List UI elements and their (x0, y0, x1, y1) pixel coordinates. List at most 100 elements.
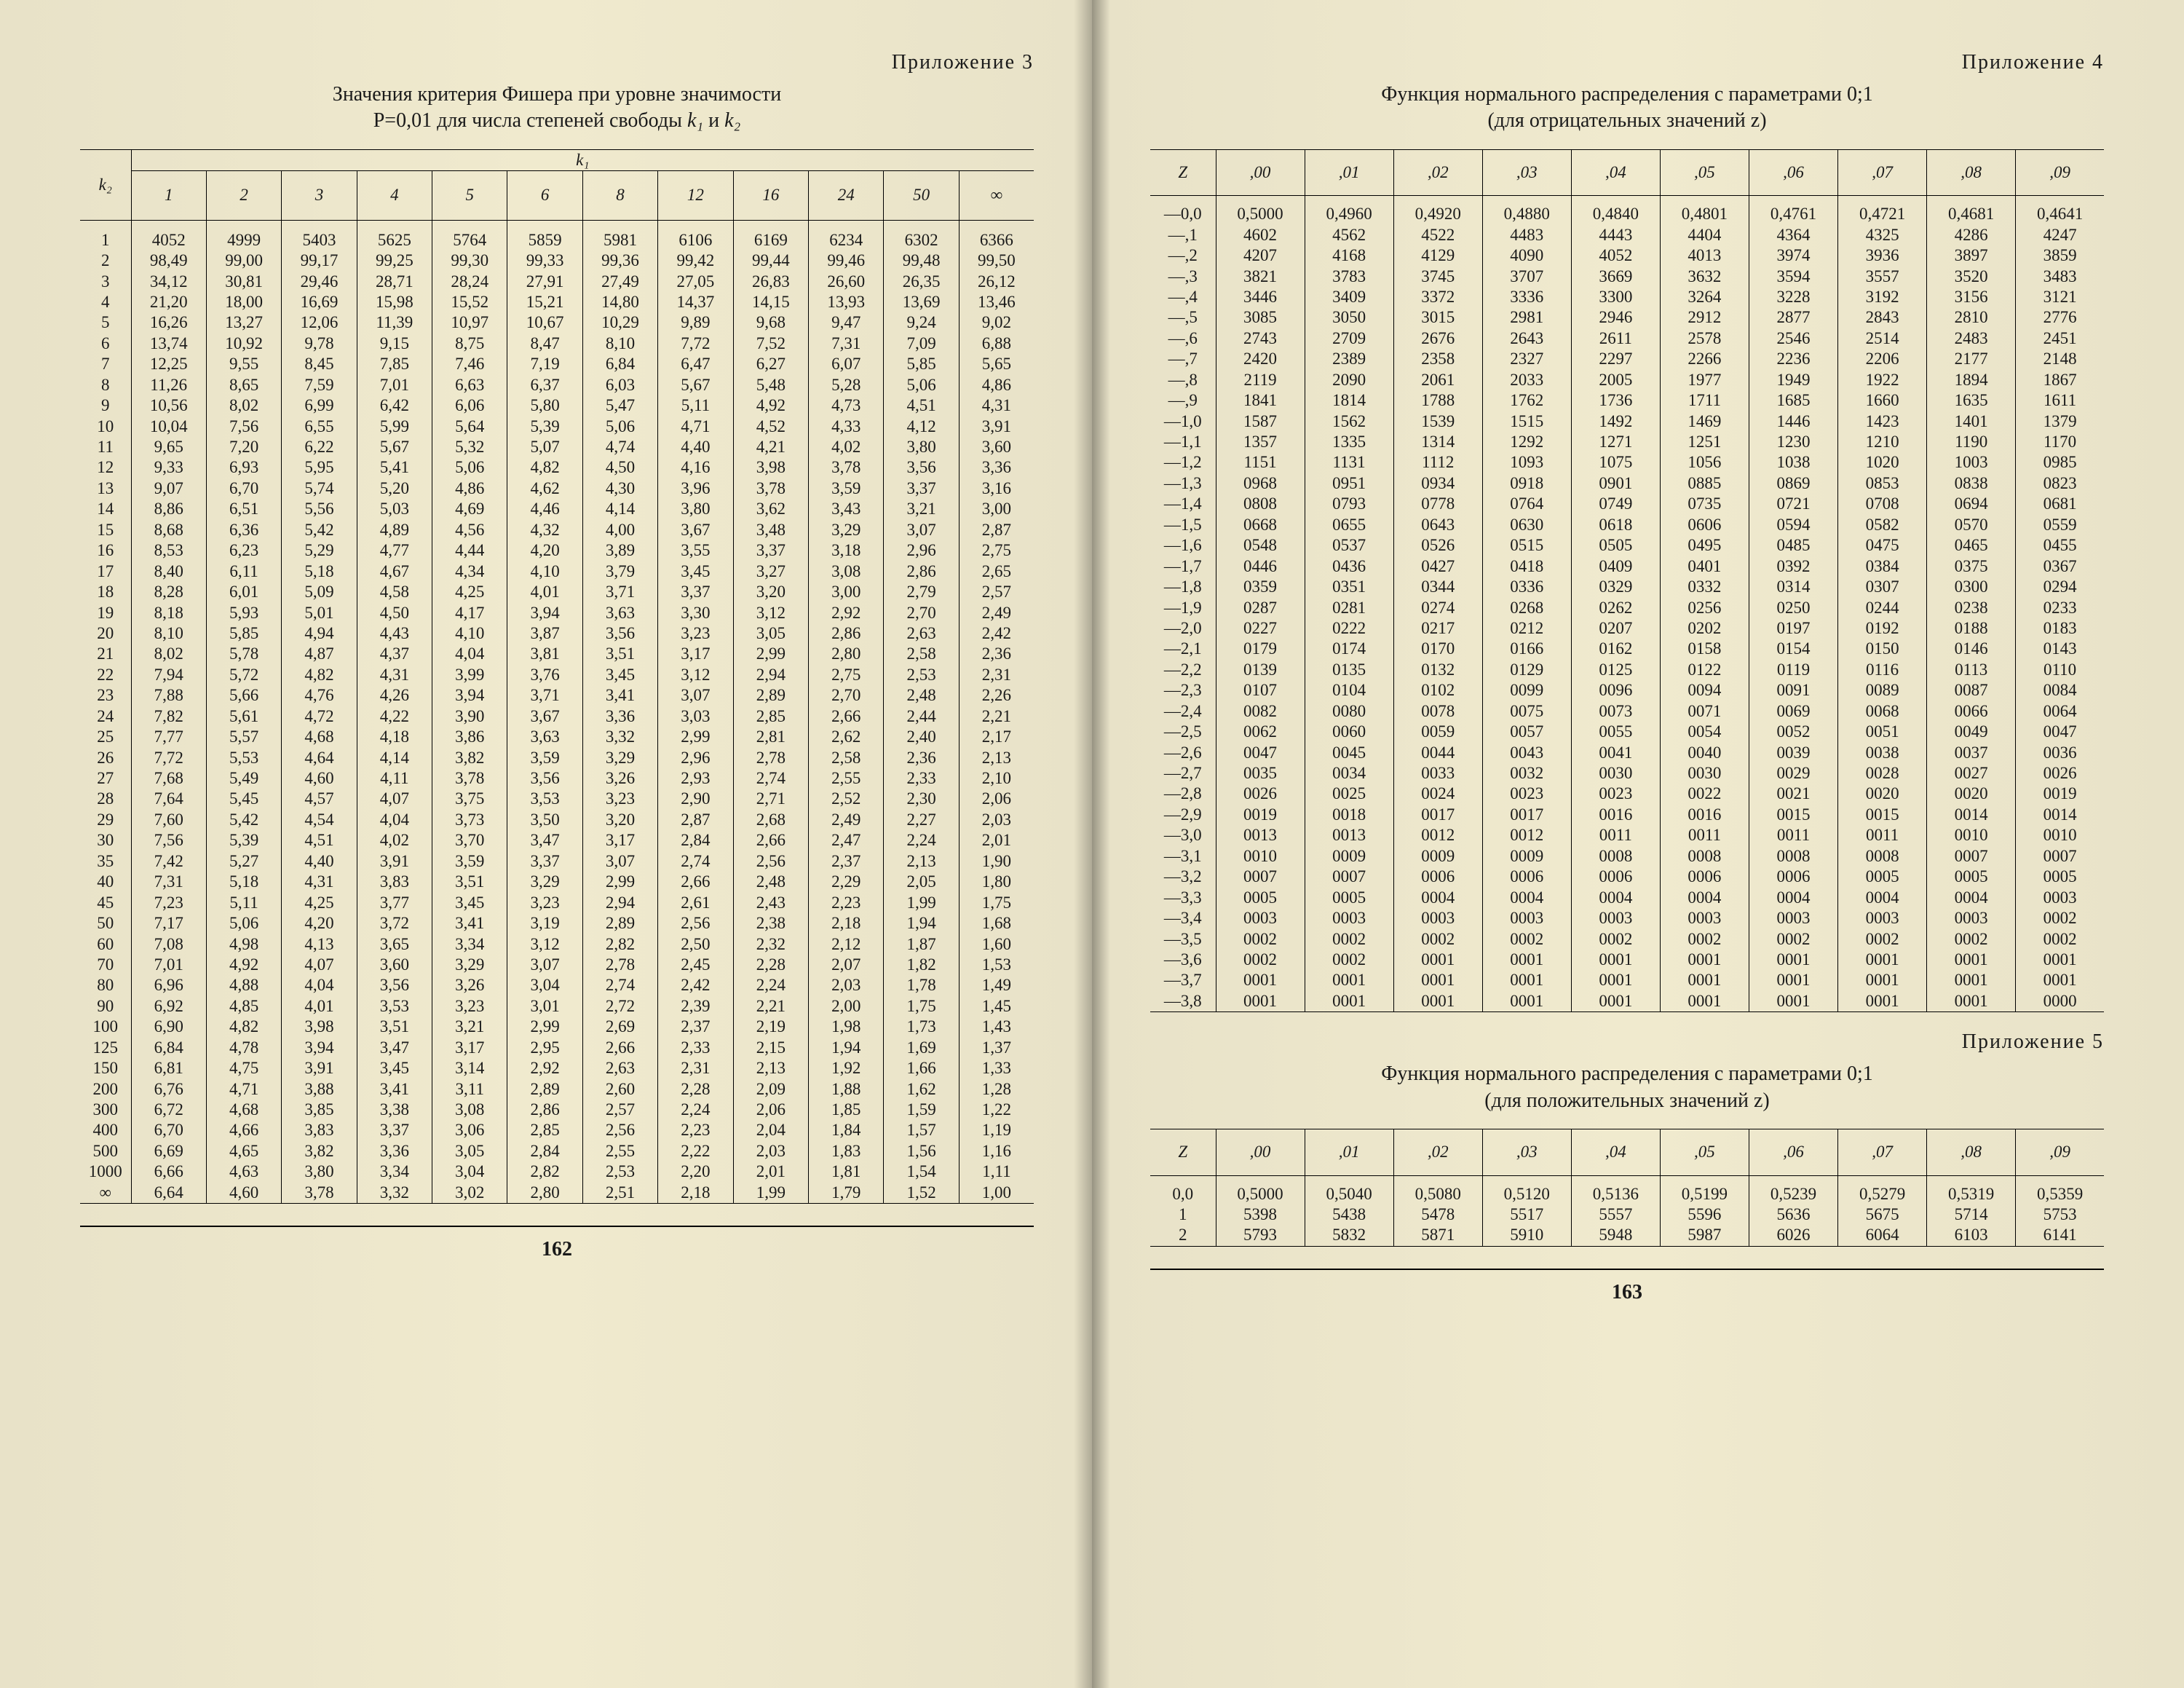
fisher-cell: 2,70 (809, 685, 884, 706)
fisher-cell: 4,20 (507, 540, 582, 561)
norm4-cell: 0017 (1393, 805, 1482, 825)
fisher-cell: 2,53 (582, 1162, 657, 1182)
right-page: Приложение 4 Функция нормального распред… (1092, 0, 2184, 1688)
norm5-cell: 5987 (1660, 1225, 1749, 1246)
fisher-cell: 2,75 (809, 665, 884, 685)
k2-row-14: 14 (80, 499, 131, 519)
fisher-cell: 2,03 (733, 1141, 808, 1162)
fisher-cell: 3,07 (507, 955, 582, 975)
norm4-cell: 0721 (1749, 494, 1837, 514)
norm4-cell: 1867 (2016, 370, 2104, 390)
fisher-cell: 6,84 (131, 1038, 206, 1058)
norm4-cell: 0062 (1216, 722, 1305, 742)
fisher-cell: 3,89 (582, 540, 657, 561)
fisher-cell: 4,01 (507, 582, 582, 602)
fisher-cell: 7,56 (206, 417, 281, 437)
norm4-cell: 0009 (1393, 846, 1482, 867)
fisher-cell: 2,27 (884, 810, 959, 830)
left-page: Приложение 3 Значения критерия Фишера пр… (0, 0, 1092, 1688)
fisher-cell: 5,28 (809, 375, 884, 395)
fisher-cell: 2,63 (582, 1058, 657, 1078)
fisher-cell: 99,33 (507, 251, 582, 271)
fisher-cell: 5625 (357, 220, 432, 251)
fisher-cell: 3,34 (432, 934, 507, 955)
z-col-4: ,04 (1571, 149, 1660, 195)
title5-line1: Функция нормального распределения с пара… (1381, 1062, 1873, 1085)
norm4-cell: 3050 (1305, 307, 1393, 328)
norm4-cell: 0158 (1660, 639, 1749, 659)
norm4-cell: 0071 (1660, 701, 1749, 722)
norm4-cell: 3409 (1305, 287, 1393, 307)
norm4-cell: 0238 (1927, 598, 2016, 618)
norm4-cell: 0082 (1216, 701, 1305, 722)
k1-col-50: 50 (884, 171, 959, 220)
fisher-cell: 4,94 (282, 623, 357, 644)
fisher-cell: 3,56 (582, 623, 657, 644)
fisher-cell: 13,74 (131, 334, 206, 354)
norm4-cell: 0401 (1660, 556, 1749, 577)
z-row-15: —1,5 (1150, 515, 1216, 535)
k2-row-400: 400 (80, 1120, 131, 1140)
fisher-cell: 15,98 (357, 292, 432, 312)
fisher-cell: 2,24 (884, 830, 959, 851)
norm4-cell: 0075 (1482, 701, 1571, 722)
fisher-cell: 3,56 (884, 457, 959, 478)
norm4-cell: 0049 (1927, 722, 2016, 742)
fisher-cell: 6,69 (131, 1141, 206, 1162)
norm4-cell: 0023 (1571, 784, 1660, 804)
fisher-cell: 3,37 (357, 1120, 432, 1140)
norm4-cell: 2877 (1749, 307, 1837, 328)
fisher-cell: 12,25 (131, 354, 206, 374)
fisher-cell: 2,49 (959, 603, 1034, 623)
k2-row-500: 500 (80, 1141, 131, 1162)
norm4-cell: 0537 (1305, 535, 1393, 556)
norm4-cell: 0475 (1838, 535, 1927, 556)
k1-col-24: 24 (809, 171, 884, 220)
norm4-cell: 3520 (1927, 267, 2016, 287)
fisher-cell: 6106 (658, 220, 733, 251)
norm4-cell: 0436 (1305, 556, 1393, 577)
fisher-cell: 1,94 (884, 913, 959, 934)
fisher-cell: 2,31 (959, 665, 1034, 685)
norm4-cell: 0008 (1571, 846, 1660, 867)
fisher-cell: 3,16 (959, 478, 1034, 499)
z-row-29: —2,9 (1150, 805, 1216, 825)
norm4-cell: 0003 (1660, 908, 1749, 928)
fisher-cell: 1,81 (809, 1162, 884, 1182)
fisher-cell: 5,65 (959, 354, 1034, 374)
fisher-cell: 2,86 (809, 623, 884, 644)
norm4-cell: 3594 (1749, 267, 1837, 287)
norm4-cell: 0515 (1482, 535, 1571, 556)
norm4-cell: 0003 (1305, 908, 1393, 928)
k2-row-3: 3 (80, 272, 131, 292)
fisher-cell: 7,42 (131, 851, 206, 872)
fisher-cell: 3,26 (432, 975, 507, 995)
fisher-cell: 4,69 (432, 499, 507, 519)
norm4-cell: 0015 (1749, 805, 1837, 825)
fisher-cell: 4,87 (282, 644, 357, 664)
norm4-cell: 1711 (1660, 390, 1749, 411)
fisher-cell: 2,89 (733, 685, 808, 706)
z5-col-4: ,04 (1571, 1129, 1660, 1175)
fisher-cell: 1,88 (809, 1079, 884, 1100)
norm4-cell: 0035 (1216, 763, 1305, 784)
fisher-cell: 2,63 (884, 623, 959, 644)
fisher-cell: 3,06 (432, 1120, 507, 1140)
norm4-cell: 0003 (1216, 908, 1305, 928)
norm4-cell: 0096 (1571, 680, 1660, 701)
norm4-cell: 0003 (1482, 908, 1571, 928)
fisher-cell: 3,03 (658, 706, 733, 727)
fisher-cell: 5,42 (282, 520, 357, 540)
norm4-cell: 4443 (1571, 225, 1660, 245)
norm4-cell: 0020 (1927, 784, 2016, 804)
fisher-cell: 4,64 (282, 748, 357, 768)
fisher-cell: 2,62 (809, 727, 884, 747)
z-row-27: —2,7 (1150, 763, 1216, 784)
fisher-cell: 3,05 (432, 1141, 507, 1162)
fisher-cell: 1,54 (884, 1162, 959, 1182)
norm4-cell: 0001 (1660, 950, 1749, 970)
norm4-cell: 2236 (1749, 349, 1837, 369)
z-row-28: —2,8 (1150, 784, 1216, 804)
fisher-cell: 1,66 (884, 1058, 959, 1078)
fisher-cell: 2,15 (733, 1038, 808, 1058)
